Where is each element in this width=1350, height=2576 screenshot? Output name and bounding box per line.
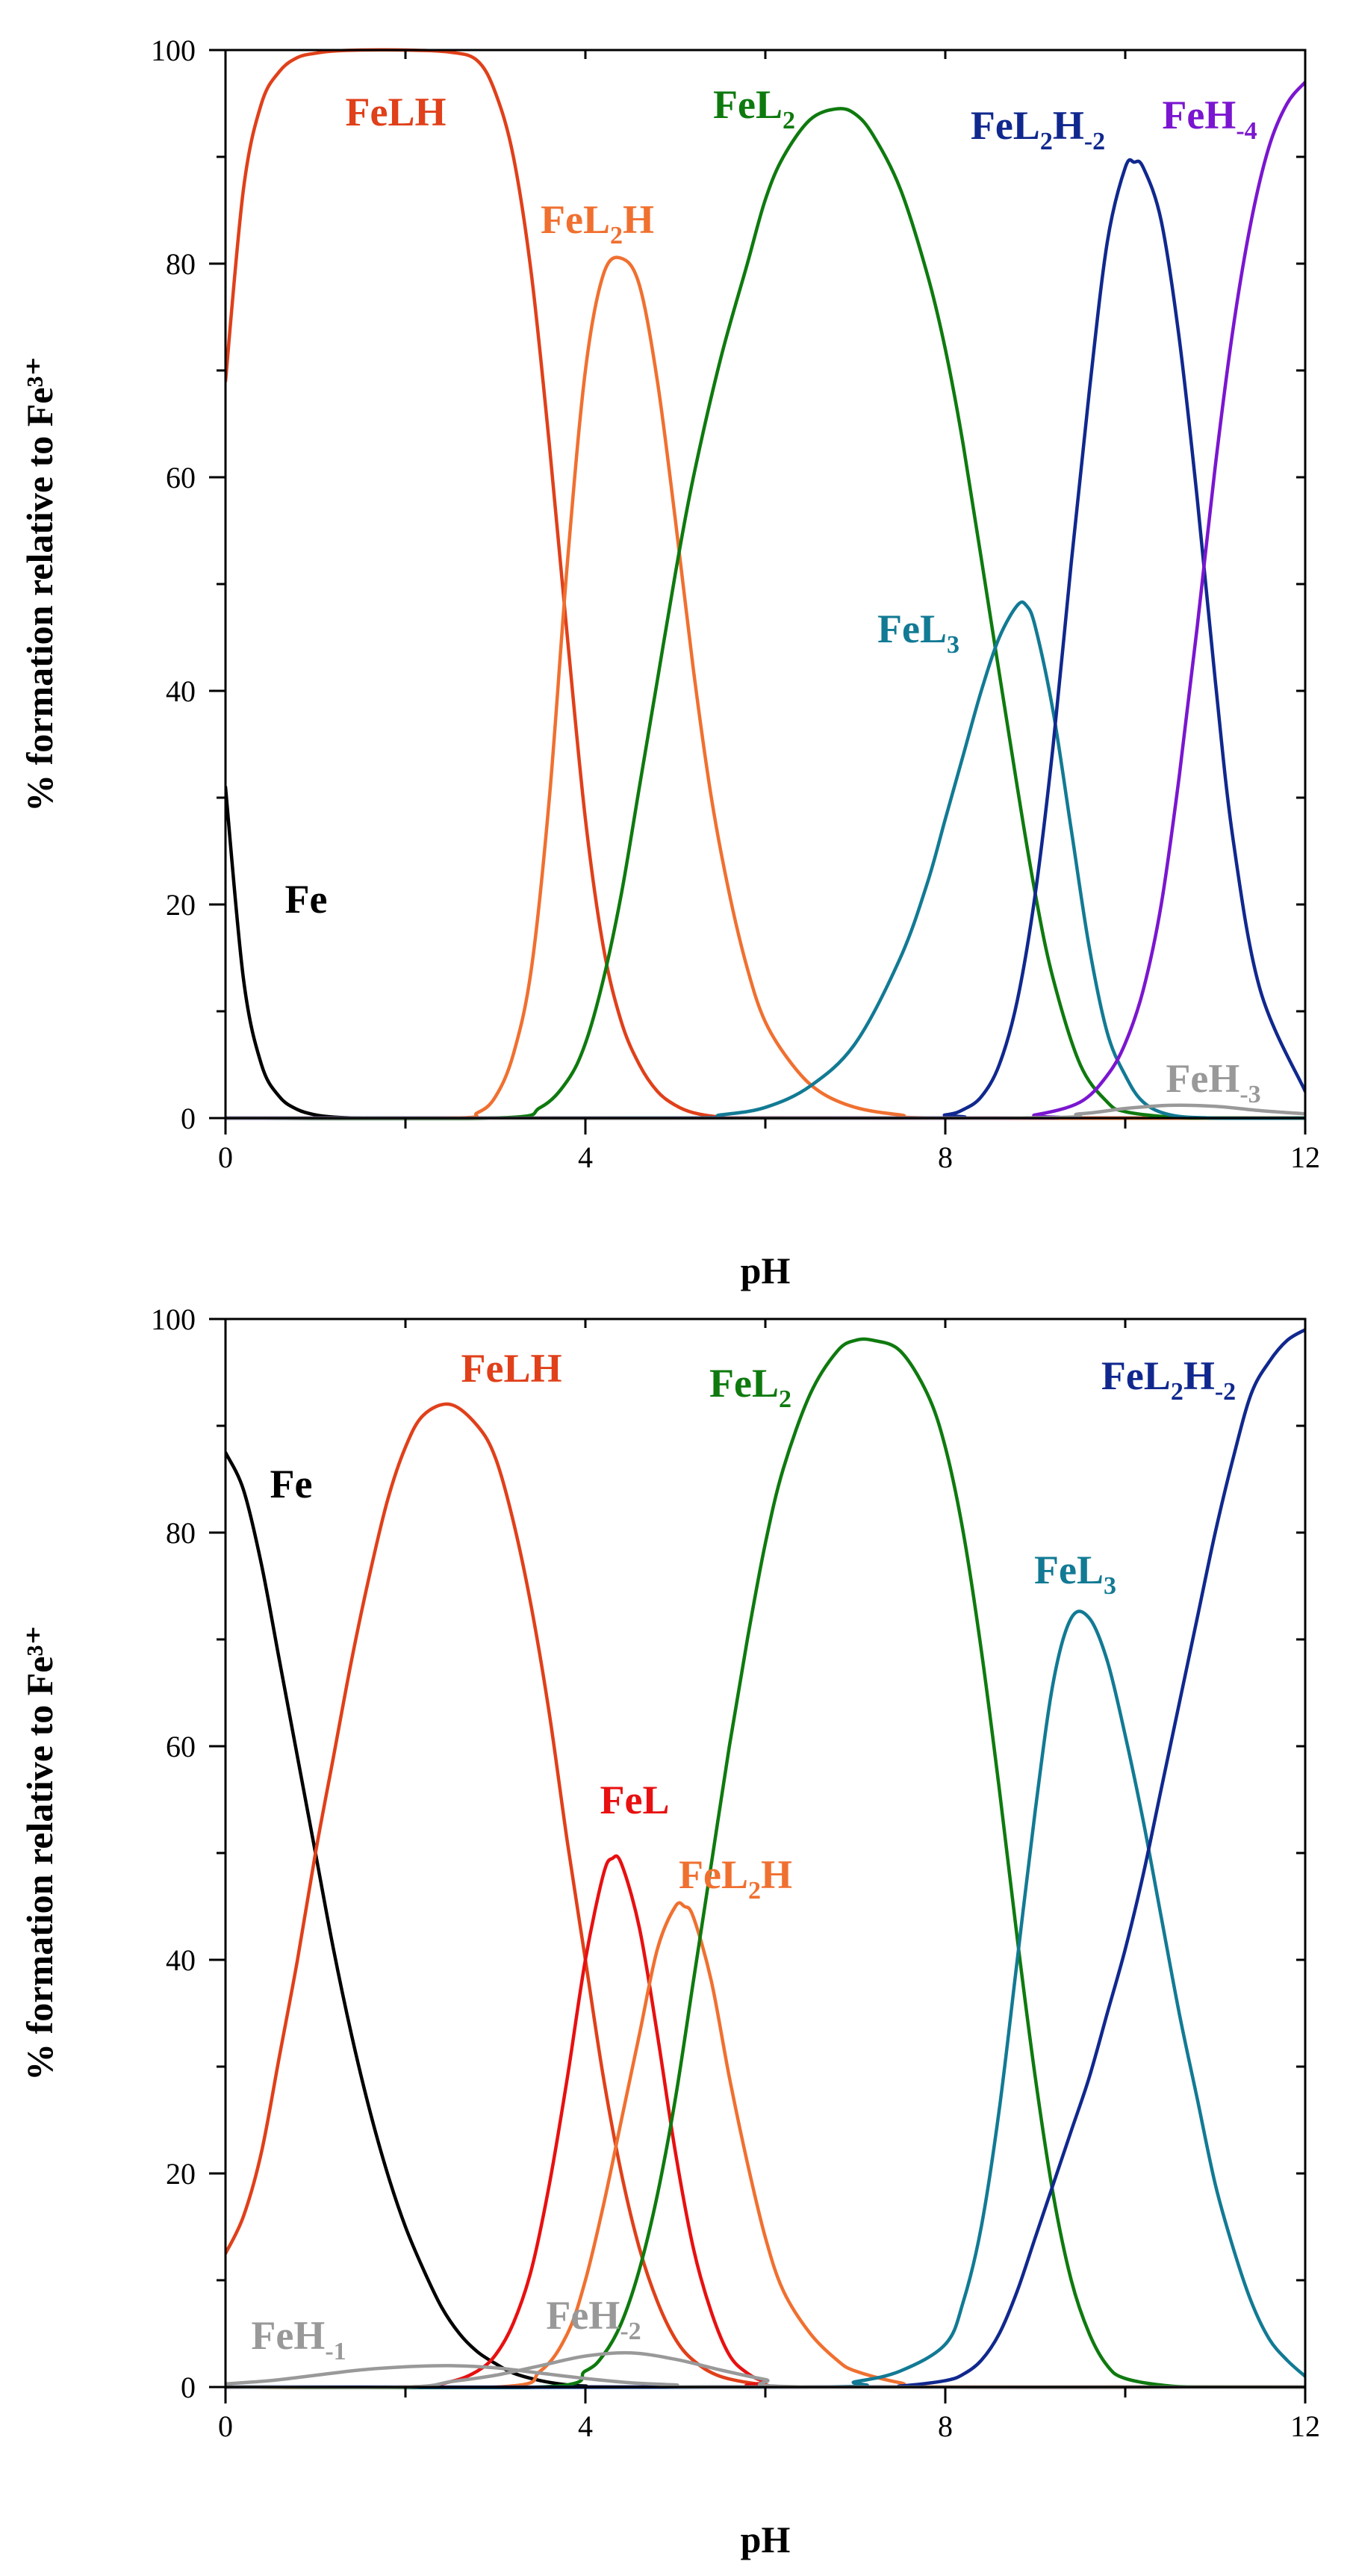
series-label-fel2h-2: FeL2H-2 bbox=[1101, 1353, 1236, 1406]
series-line-fel3 bbox=[225, 600, 1305, 1120]
y-tick-label: 20 bbox=[166, 888, 196, 922]
y-tick-label: 60 bbox=[166, 1730, 196, 1763]
series-line-fel2h bbox=[225, 1901, 1305, 2389]
x-tick-label: 8 bbox=[938, 2409, 953, 2443]
x-tick-label: 4 bbox=[578, 1140, 593, 1174]
series-label-fe: Fe bbox=[285, 877, 328, 922]
series-line-fel2h-2 bbox=[225, 158, 1305, 1120]
y-tick-label: 100 bbox=[151, 34, 196, 67]
series-label-fel2h-2: FeL2H-2 bbox=[971, 103, 1105, 155]
y-tick-label: 0 bbox=[181, 1102, 196, 1135]
x-tick-label: 0 bbox=[218, 1140, 233, 1174]
y-axis-title: % formation relative to Fe³⁺ bbox=[19, 356, 60, 812]
y-tick-label: 20 bbox=[166, 2157, 196, 2191]
series-line-fe bbox=[225, 785, 1305, 1120]
series-line-feh-4 bbox=[225, 80, 1305, 1120]
series-line-fe bbox=[225, 1450, 1305, 2389]
series-lines bbox=[225, 48, 1305, 1120]
series-label-fel2h: FeL2H bbox=[679, 1852, 792, 1905]
series-label-fel2: FeL2 bbox=[713, 82, 795, 134]
y-tick-label: 40 bbox=[166, 674, 196, 708]
series-label-felh: FeLH bbox=[461, 1346, 562, 1391]
x-axis-title: pH bbox=[741, 1250, 791, 1291]
series-label-feh-4: FeH-4 bbox=[1162, 93, 1257, 145]
y-tick-label: 80 bbox=[166, 1516, 196, 1550]
y-tick-label: 100 bbox=[151, 1303, 196, 1336]
x-tick-label: 12 bbox=[1290, 2409, 1320, 2443]
series-label-fe: Fe bbox=[270, 1462, 313, 1506]
series-line-fel2h bbox=[225, 255, 1305, 1120]
y-tick-label: 60 bbox=[166, 461, 196, 494]
series-line-felh bbox=[225, 48, 1305, 1120]
series-line-fel2 bbox=[225, 107, 1305, 1120]
series-label-fel2: FeL2 bbox=[709, 1361, 791, 1413]
series-label-fel3: FeL3 bbox=[1034, 1548, 1116, 1600]
series-label-fel: FeL bbox=[600, 1778, 670, 1822]
chart-top: 0 20 40 60 80 100 0 4 8 12 pH % formation relative … bbox=[19, 34, 1320, 1291]
x-tick-label: 4 bbox=[578, 2409, 593, 2443]
series-line-fel2 bbox=[225, 1337, 1305, 2389]
y-axis-title: % formation relative to Fe³⁺ bbox=[19, 1625, 60, 2081]
y-tick-label: 40 bbox=[166, 1943, 196, 1977]
y-tick-label: 0 bbox=[181, 2371, 196, 2404]
series-line-fel3 bbox=[225, 1610, 1305, 2389]
series-label-fel2h: FeL2H bbox=[541, 197, 654, 249]
series-label-felh: FeLH bbox=[346, 90, 447, 134]
x-tick-label: 8 bbox=[938, 1140, 953, 1174]
series-label-feh-3: FeH-3 bbox=[1166, 1056, 1260, 1108]
plot-frame bbox=[224, 49, 1307, 1120]
y-tick-label: 80 bbox=[166, 247, 196, 281]
series-line-fel bbox=[225, 1854, 1305, 2389]
x-tick-label: 0 bbox=[218, 2409, 233, 2443]
series-label-fel3: FeL3 bbox=[877, 606, 959, 659]
x-axis-title: pH bbox=[741, 2518, 791, 2560]
x-tick-label: 12 bbox=[1290, 1140, 1320, 1174]
series-label-feh-1: FeH-1 bbox=[251, 2313, 346, 2365]
chart-bottom: 0 20 40 60 80 100 0 4 8 12 pH % formation relative … bbox=[19, 1303, 1320, 2560]
series-label-feh-2: FeH-2 bbox=[546, 2293, 641, 2345]
